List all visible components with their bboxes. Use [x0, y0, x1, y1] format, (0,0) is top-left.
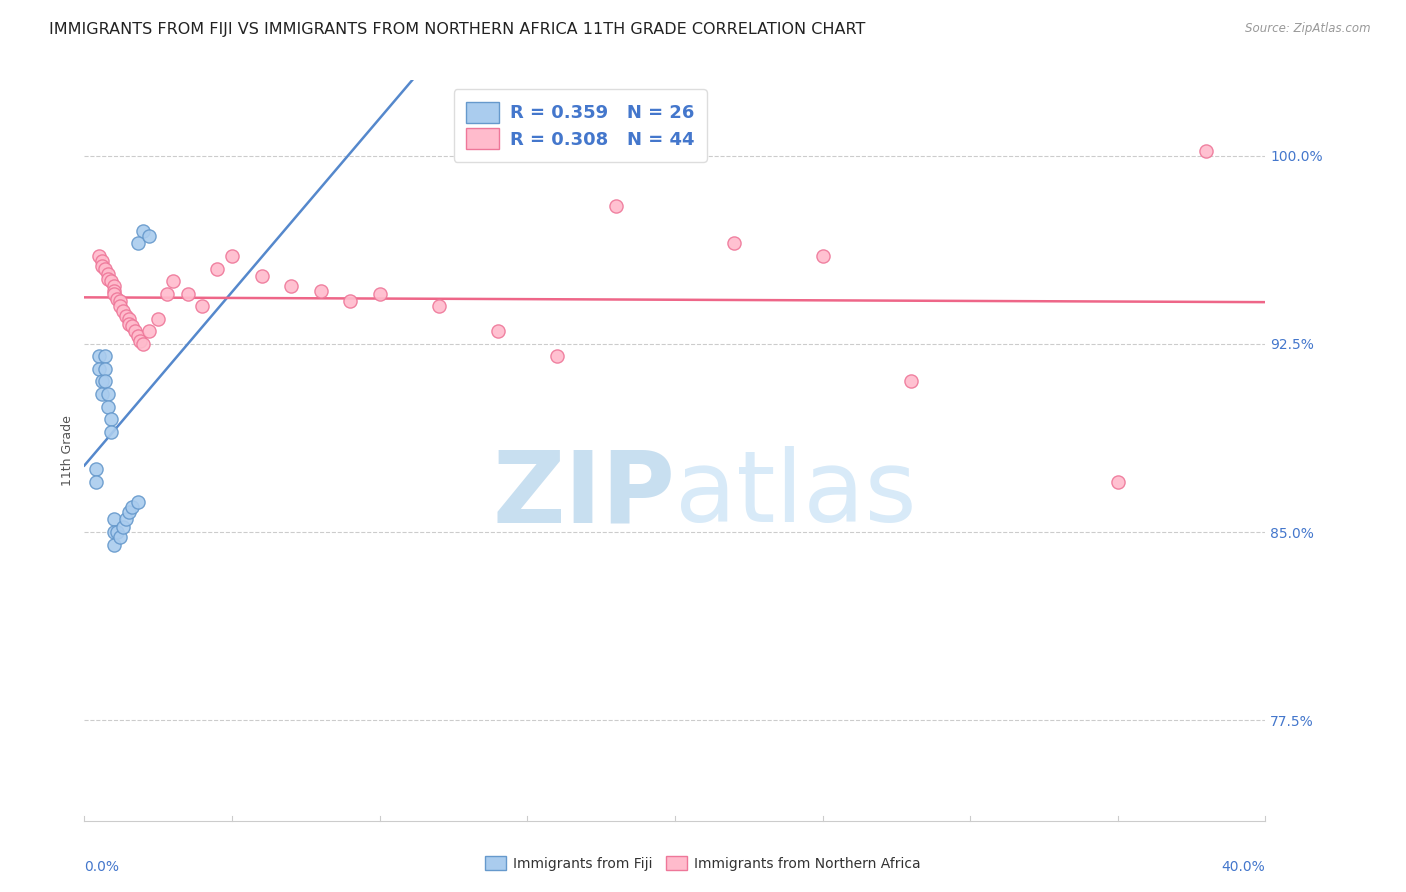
Legend: Immigrants from Fiji, Immigrants from Northern Africa: Immigrants from Fiji, Immigrants from No… [479, 850, 927, 876]
Point [91, 387, 114, 401]
Point [127, 329, 149, 343]
Point [127, 236, 149, 251]
Point [100, 412, 122, 426]
Point [138, 228, 160, 243]
Point [111, 304, 134, 318]
Point [103, 524, 125, 539]
Point [124, 324, 146, 338]
Point [546, 349, 568, 363]
Point [191, 299, 214, 313]
Point [280, 279, 302, 293]
Point [97, 387, 120, 401]
Point [132, 224, 155, 238]
Point [108, 294, 131, 309]
Point [111, 520, 134, 534]
Point [118, 311, 141, 326]
Point [105, 292, 128, 306]
Point [1195, 144, 1218, 158]
Text: Source: ZipAtlas.com: Source: ZipAtlas.com [1246, 22, 1371, 36]
Point [368, 286, 391, 301]
Point [309, 284, 332, 298]
Point [84, 462, 107, 476]
Legend: R = 0.359   N = 26, R = 0.308   N = 44: R = 0.359 N = 26, R = 0.308 N = 44 [454, 89, 707, 161]
Point [138, 324, 160, 338]
Point [103, 286, 125, 301]
Point [118, 505, 141, 519]
Point [427, 299, 450, 313]
Point [177, 286, 200, 301]
Point [87, 249, 111, 263]
Point [811, 249, 834, 263]
Point [97, 267, 120, 281]
Point [221, 249, 243, 263]
Point [486, 324, 509, 338]
Point [250, 268, 273, 283]
Point [108, 299, 131, 313]
Point [87, 362, 111, 376]
Point [103, 279, 125, 293]
Point [87, 349, 111, 363]
Point [605, 199, 627, 213]
Point [103, 512, 125, 526]
Point [1107, 475, 1129, 489]
Point [103, 284, 125, 298]
Point [91, 254, 114, 268]
Text: IMMIGRANTS FROM FIJI VS IMMIGRANTS FROM NORTHERN AFRICA 11TH GRADE CORRELATION C: IMMIGRANTS FROM FIJI VS IMMIGRANTS FROM … [49, 22, 866, 37]
Point [97, 400, 120, 414]
Text: 0.0%: 0.0% [84, 860, 120, 873]
Point [121, 500, 143, 514]
Point [100, 274, 122, 288]
Point [91, 259, 114, 273]
Point [129, 334, 152, 349]
Text: atlas: atlas [675, 446, 917, 543]
Point [162, 274, 184, 288]
Point [103, 538, 125, 552]
Point [723, 236, 745, 251]
Point [91, 375, 114, 389]
Point [156, 286, 179, 301]
Point [900, 375, 922, 389]
Point [97, 271, 120, 285]
Text: 40.0%: 40.0% [1222, 860, 1265, 873]
Point [84, 475, 107, 489]
Point [339, 294, 361, 309]
Point [148, 311, 170, 326]
Point [94, 375, 117, 389]
Point [94, 362, 117, 376]
Point [121, 319, 143, 334]
Point [114, 309, 136, 323]
Point [132, 336, 155, 351]
Point [114, 512, 136, 526]
Point [94, 261, 117, 276]
Point [94, 349, 117, 363]
Point [108, 530, 131, 544]
Point [207, 261, 229, 276]
Point [127, 495, 149, 509]
Text: ZIP: ZIP [492, 446, 675, 543]
Point [100, 425, 122, 439]
Point [118, 317, 141, 331]
Point [105, 524, 128, 539]
Y-axis label: 11th Grade: 11th Grade [60, 415, 75, 486]
